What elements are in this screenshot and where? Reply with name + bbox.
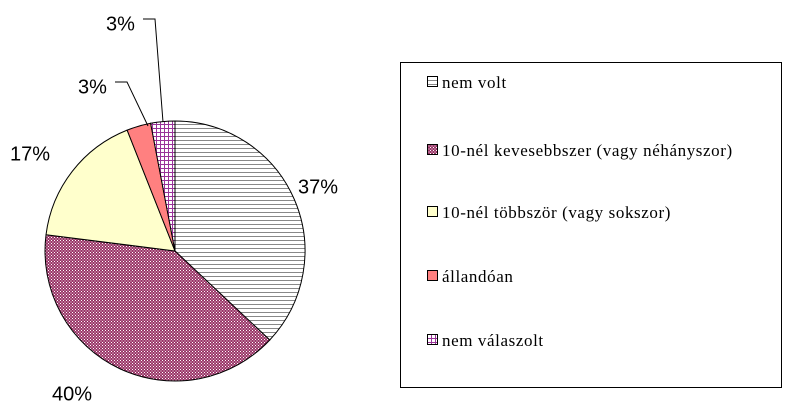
pie-slice [44,234,271,382]
legend-label: nem volt [442,73,507,92]
pie-slice [174,120,306,341]
legend-swatch [427,270,438,281]
legend-label: nem válaszolt [442,331,544,350]
swatch [427,206,438,217]
swatch [427,334,438,345]
legend-item: 10-nél kevesebbszer (vagy néhányszor) [427,136,757,165]
pie-slice [45,129,176,252]
swatch [427,76,438,87]
leader-line [115,81,149,127]
leader-line [143,18,164,123]
swatch [427,144,438,155]
legend-swatch [427,144,438,155]
legend-label: 10-nél kevesebbszer (vagy néhányszor) [442,141,733,160]
swatch [427,270,438,281]
data-label: 40% [52,383,92,405]
legend-swatch [427,334,438,345]
legend-item: 10-nél többször (vagy sokszor) [427,198,757,227]
data-label: 3% [78,76,107,98]
legend: nem volt 10-nél kevesebbszer (vagy néhány… [400,62,782,388]
legend-label: 10-nél többször (vagy sokszor) [442,203,672,222]
legend-item: állandóan [427,262,757,291]
legend-swatch [427,76,438,87]
legend-label: állandóan [442,267,514,286]
legend-swatch [427,206,438,217]
legend-item: nem volt [427,68,757,97]
data-label: 3% [106,13,135,35]
data-label: 37% [298,176,338,198]
legend-item: nem válaszolt [427,326,757,355]
data-label: 17% [10,143,50,165]
